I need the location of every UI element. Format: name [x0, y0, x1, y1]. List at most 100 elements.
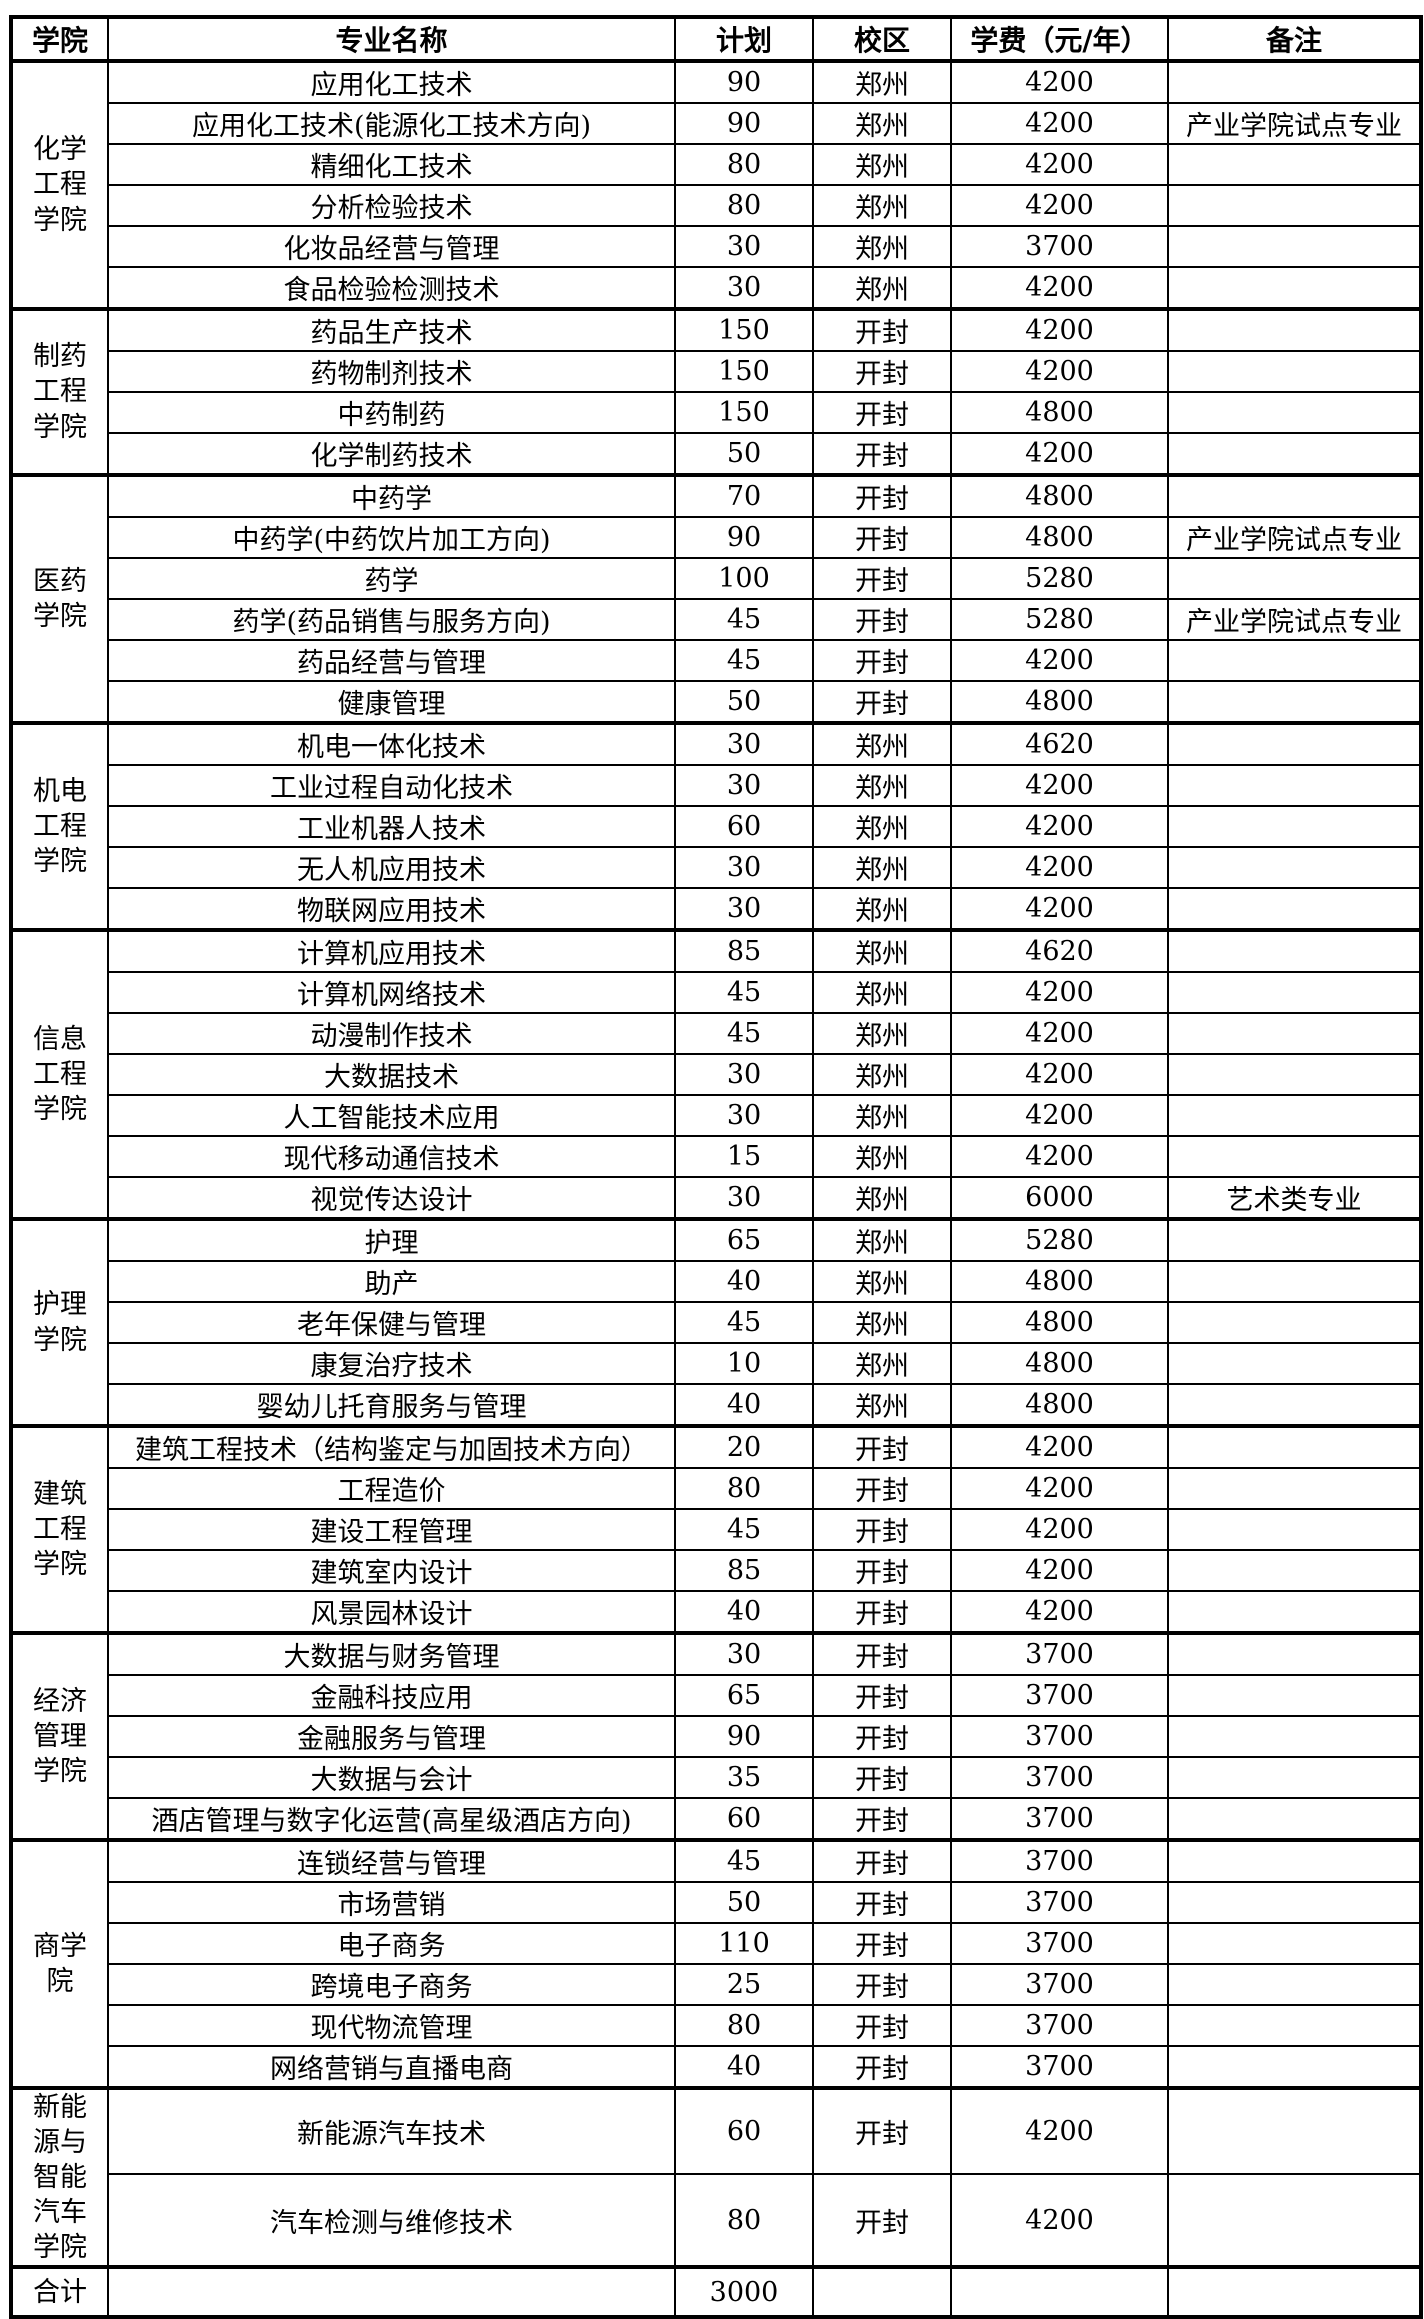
- table-row: 人工智能技术应用 30 郑州 4200: [11, 1094, 1422, 1137]
- note-cell: [1167, 1631, 1422, 1676]
- table-row: 经济 管理 学院 大数据与财务管理 30 开封 3700: [10, 1631, 1422, 1841]
- table-row: 分析检验技术 80 郑州 4200: [11, 184, 1422, 227]
- major-cell: 金融科技应用: [107, 1674, 676, 1717]
- note-cell: [1167, 1012, 1422, 1055]
- campus-cell: 郑州: [812, 1094, 952, 1137]
- fee-cell: 4200: [950, 1508, 1169, 1551]
- college-cell: 制药 工程 学院: [10, 307, 109, 476]
- major-cell: 婴幼儿托育服务与管理: [107, 1383, 676, 1427]
- fee-cell: 5280: [950, 1217, 1169, 1262]
- campus-cell: 郑州: [812, 1135, 952, 1178]
- plan-cell: 40: [674, 2045, 814, 2089]
- major-cell: 动漫制作技术: [107, 1012, 676, 1055]
- plan-cell: 80: [674, 143, 814, 186]
- major-cell: 应用化工技术: [107, 59, 676, 104]
- table-row: 助产 40 郑州 4800: [11, 1260, 1422, 1303]
- note-cell: [1167, 432, 1422, 476]
- campus-cell: 郑州: [812, 1383, 952, 1427]
- fee-cell: 4200: [950, 143, 1169, 186]
- table-row: 无人机应用技术 30 郑州 4200: [11, 846, 1422, 889]
- major-cell: 酒店管理与数字化运营(高星级酒店方向): [107, 1797, 676, 1841]
- plan-cell: 80: [674, 1467, 814, 1510]
- major-cell: 跨境电子商务: [107, 1963, 676, 2006]
- table-row: 建筑室内设计 85 开封 4200: [11, 1549, 1422, 1592]
- campus-cell: 郑州: [812, 971, 952, 1014]
- major-cell: 市场营销: [107, 1881, 676, 1924]
- table-row: 市场营销 50 开封 3700: [11, 1881, 1422, 1924]
- campus-cell: 郑州: [812, 721, 952, 766]
- note-cell: [1167, 1467, 1422, 1510]
- plan-cell: 150: [674, 307, 814, 352]
- fee-cell: 4200: [950, 887, 1169, 931]
- campus-cell: 开封: [812, 1424, 952, 1469]
- table-row: 跨境电子商务 25 开封 3700: [11, 1963, 1422, 2006]
- major-cell: 工业过程自动化技术: [107, 764, 676, 807]
- fee-cell: 3700: [950, 1881, 1169, 1924]
- note-cell: [1167, 1217, 1422, 1262]
- plan-cell: 90: [674, 59, 814, 104]
- campus-cell: 郑州: [812, 1012, 952, 1055]
- plan-cell: 90: [674, 516, 814, 559]
- table-row: 婴幼儿托育服务与管理 40 郑州 4800: [11, 1383, 1422, 1427]
- college-cell: 护理 学院: [10, 1217, 109, 1427]
- campus-cell: 开封: [812, 2085, 952, 2176]
- note-cell: [1167, 928, 1422, 973]
- plan-cell: 30: [674, 1631, 814, 1676]
- college-cell: 信息 工程 学院: [10, 928, 109, 1220]
- total-note-cell: [1167, 2265, 1422, 2319]
- note-cell: [1167, 1756, 1422, 1799]
- fee-cell: 4200: [950, 307, 1169, 352]
- major-cell: 药学(药品销售与服务方向): [107, 598, 676, 641]
- major-cell: 风景园林设计: [107, 1590, 676, 1634]
- campus-cell: 郑州: [812, 846, 952, 889]
- campus-cell: 开封: [812, 1715, 952, 1758]
- plan-cell: 25: [674, 1963, 814, 2006]
- total-fee-cell: [950, 2265, 1169, 2319]
- campus-cell: 开封: [812, 639, 952, 682]
- note-cell: [1167, 143, 1422, 186]
- table-row: 机电 工程 学院 机电一体化技术 30 郑州 4620: [10, 721, 1422, 931]
- campus-cell: 开封: [812, 350, 952, 393]
- major-cell: 无人机应用技术: [107, 846, 676, 889]
- fee-cell: 4200: [950, 846, 1169, 889]
- major-cell: 大数据技术: [107, 1053, 676, 1096]
- plan-cell: 30: [674, 1176, 814, 1220]
- fee-cell: 3700: [950, 2045, 1169, 2089]
- table-row: 新能 源与 智能 汽车 学院 新能源汽车技术 60 开封 4200: [10, 2085, 1422, 2269]
- major-cell: 机电一体化技术: [107, 721, 676, 766]
- note-cell: [1167, 764, 1422, 807]
- note-cell: [1167, 846, 1422, 889]
- table-row: 工业过程自动化技术 30 郑州 4200: [11, 764, 1422, 807]
- plan-cell: 40: [674, 1590, 814, 1634]
- table-row: 视觉传达设计 30 郑州 6000 艺术类专业: [11, 1176, 1422, 1220]
- note-cell: [1167, 184, 1422, 227]
- note-cell: [1167, 2085, 1422, 2176]
- fee-cell: 4800: [950, 473, 1169, 518]
- plan-cell: 30: [674, 887, 814, 931]
- major-cell: 康复治疗技术: [107, 1342, 676, 1385]
- major-cell: 建设工程管理: [107, 1508, 676, 1551]
- plan-cell: 65: [674, 1674, 814, 1717]
- campus-cell: 开封: [812, 557, 952, 600]
- major-cell: 新能源汽车技术: [107, 2085, 676, 2176]
- fee-cell: 4200: [950, 805, 1169, 848]
- major-cell: 健康管理: [107, 680, 676, 724]
- major-cell: 老年保健与管理: [107, 1301, 676, 1344]
- plan-cell: 30: [674, 1053, 814, 1096]
- note-cell: [1167, 721, 1422, 766]
- note-cell: [1167, 639, 1422, 682]
- campus-cell: 开封: [812, 391, 952, 434]
- campus-cell: 开封: [812, 1674, 952, 1717]
- campus-cell: 开封: [812, 1922, 952, 1965]
- campus-cell: 郑州: [812, 887, 952, 931]
- table-row: 应用化工技术(能源化工技术方向) 90 郑州 4200 产业学院试点专业: [11, 102, 1422, 145]
- major-cell: 计算机应用技术: [107, 928, 676, 973]
- major-cell: 电子商务: [107, 1922, 676, 1965]
- plan-cell: 20: [674, 1424, 814, 1469]
- campus-cell: 郑州: [812, 1217, 952, 1262]
- campus-cell: 开封: [812, 1881, 952, 1924]
- note-cell: [1167, 1922, 1422, 1965]
- fee-cell: 5280: [950, 557, 1169, 600]
- fee-cell: 4800: [950, 1301, 1169, 1344]
- note-cell: [1167, 350, 1422, 393]
